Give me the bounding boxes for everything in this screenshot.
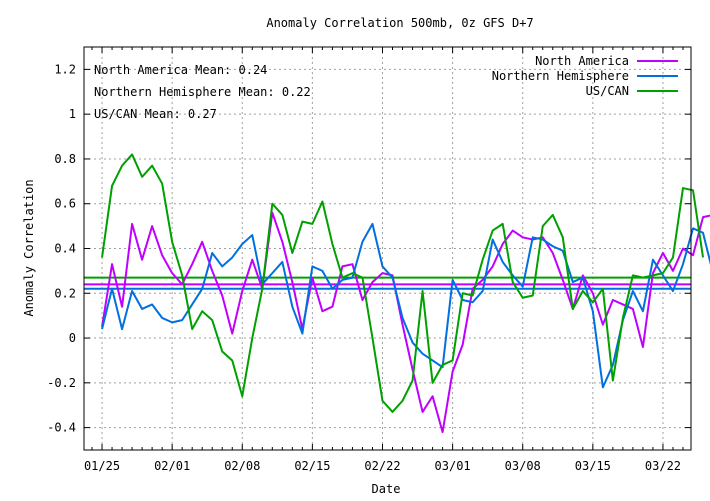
series-lines <box>101 153 710 434</box>
mean-annotation: US/CAN Mean: 0.27 <box>94 107 217 121</box>
legend-label: North America <box>535 54 629 68</box>
mean-annotation: Northern Hemisphere Mean: 0.22 <box>94 85 311 99</box>
y-tick-label: 0.8 <box>54 152 76 166</box>
axis-ticks: -0.4 -0.2 0 0.2 0.4 0.6 0.8 1 1.2 01/25 02/01 02/08… <box>47 47 691 473</box>
y-tick-label: 1 <box>69 107 76 121</box>
series-line-0 <box>101 211 710 434</box>
x-tick-label: 03/01 <box>435 459 471 473</box>
series-line-1 <box>101 222 710 389</box>
y-tick-label: 1.2 <box>54 62 76 76</box>
mean-lines <box>84 276 691 290</box>
legend-label: Northern Hemisphere <box>492 69 629 83</box>
y-tick-label: 0 <box>69 331 76 345</box>
y-tick-label: 0.6 <box>54 197 76 211</box>
x-axis-label: Date <box>372 482 401 496</box>
y-tick-label: -0.2 <box>47 376 76 390</box>
x-tick-label: 02/22 <box>364 459 400 473</box>
mean-annotations: North America Mean: 0.24 Northern Hemisph… <box>94 63 311 121</box>
plot-frame <box>83 46 692 451</box>
y-tick-label: 0.2 <box>54 286 76 300</box>
y-tick-label: -0.4 <box>47 421 76 435</box>
legend-label: US/CAN <box>586 84 629 98</box>
x-tick-label: 02/08 <box>224 459 260 473</box>
x-tick-label: 03/22 <box>645 459 681 473</box>
x-tick-label: 01/25 <box>84 459 120 473</box>
x-tick-label: 03/08 <box>505 459 541 473</box>
x-tick-label: 03/15 <box>575 459 611 473</box>
x-tick-label: 02/15 <box>294 459 330 473</box>
mean-annotation: North America Mean: 0.24 <box>94 63 267 77</box>
series-line-2 <box>101 153 705 413</box>
y-tick-label: 0.4 <box>54 242 76 256</box>
x-tick-label: 02/01 <box>154 459 190 473</box>
y-axis-label: Anomaly Correlation <box>22 179 36 316</box>
chart-title: Anomaly Correlation 500mb, 0z GFS D+7 <box>266 16 533 30</box>
